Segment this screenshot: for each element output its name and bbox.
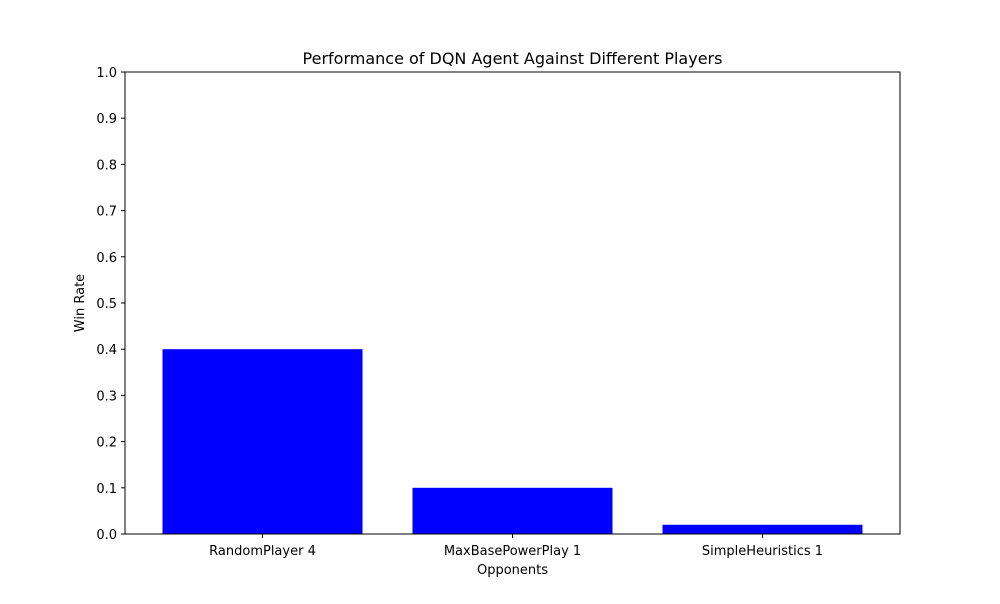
y-tick-label: 0.6 bbox=[96, 251, 117, 266]
y-tick-label: 0.1 bbox=[96, 482, 117, 497]
x-tick-label: MaxBasePowerPlay 1 bbox=[444, 544, 581, 559]
chart-title: Performance of DQN Agent Against Differe… bbox=[303, 49, 723, 68]
y-tick-label: 1.0 bbox=[96, 66, 117, 81]
x-axis-label: Opponents bbox=[477, 563, 548, 578]
x-tick-label: RandomPlayer 4 bbox=[209, 544, 316, 559]
x-tick-label: SimpleHeuristics 1 bbox=[702, 544, 823, 559]
y-tick-label: 0.0 bbox=[96, 528, 117, 543]
y-axis-label: Win Rate bbox=[73, 274, 88, 332]
y-tick-label: 0.8 bbox=[96, 158, 117, 173]
y-tick-label: 0.5 bbox=[96, 297, 117, 312]
x-axis: RandomPlayer 4 MaxBasePowerPlay 1 SimpleHe… bbox=[209, 534, 823, 559]
bar-maxbasepowerplay-1 bbox=[412, 487, 613, 534]
bar-randomplayer-4 bbox=[162, 349, 363, 534]
y-tick-label: 0.4 bbox=[96, 343, 117, 358]
bar-simpleheuristics-1 bbox=[662, 524, 863, 534]
y-axis: 0.0 0.1 0.2 0.3 0.4 0.5 0.6 0.7 0.8 0.9 1.0 bbox=[96, 66, 125, 543]
y-tick-label: 0.7 bbox=[96, 205, 117, 220]
y-tick-label: 0.9 bbox=[96, 112, 117, 127]
bars-layer bbox=[162, 349, 863, 534]
y-tick-label: 0.3 bbox=[96, 389, 117, 404]
y-tick-label: 0.2 bbox=[96, 436, 117, 451]
